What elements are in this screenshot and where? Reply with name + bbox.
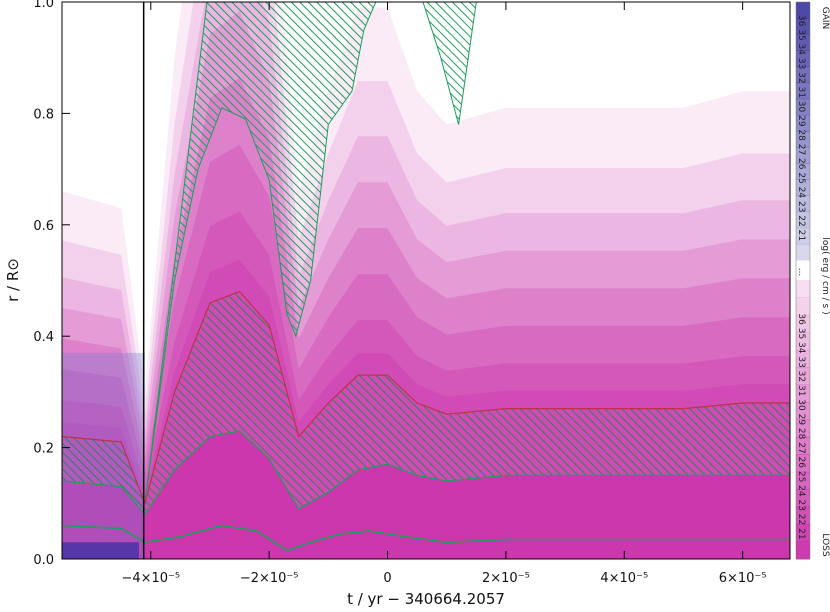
colorbar-loss-cell (796, 524, 810, 543)
colorbar-loss-cell (796, 436, 810, 455)
colorbar-loss-cell (796, 541, 810, 560)
colorbar-gain-cell (796, 18, 810, 35)
colorbar-loss-cell (796, 402, 810, 420)
plot-frame (61, 1, 791, 560)
colorbar-loss-cell (796, 489, 810, 508)
colorbar-gain-ticks: 36 35 34 33 32 31 30 29 28 27 26 25 24 2… (796, 15, 806, 241)
colorbar-gain-cell (796, 2, 810, 19)
y-tick-label: 0.6 (33, 219, 54, 234)
y-axis-label: r / R⊙ (4, 258, 22, 302)
colorbar-gain-cell (796, 66, 810, 84)
colorbar-loss-cell (796, 297, 810, 316)
boundary-line-outer (62, 290, 790, 506)
x-tick-label: 0 (383, 571, 391, 586)
colorbar-gain-cell (796, 211, 810, 229)
convective-zones (62, 2, 790, 515)
colorbar-loss-label: LOSS (820, 533, 830, 556)
x-axis-label: t / yr − 340664.2057 (347, 590, 505, 608)
y-tick-label: 1.0 (33, 0, 54, 11)
x-axis: −4×10⁻⁵ −2×10⁻⁵ 0 2×10⁻⁵ 4×10⁻⁵ 6×10⁻⁵ (121, 2, 767, 586)
colorbar-loss-cell (796, 349, 810, 368)
colorbar-loss-cell (796, 419, 810, 438)
colorbar-loss-cell (796, 314, 810, 333)
colorbar: 36 35 34 33 32 31 30 29 28 27 26 25 24 2… (795, 1, 830, 560)
colorbar-loss-cell (796, 367, 810, 386)
colorbar-gain-cell (796, 195, 810, 213)
convective-zone-outer (144, 2, 477, 504)
burning-shell-line (62, 524, 790, 552)
colorbar-gain-cell (796, 163, 810, 180)
colorbar-gain-cell (796, 131, 810, 148)
flux-core (62, 430, 790, 559)
colorbar-ellipsis: ... (796, 268, 806, 277)
colorbar-loss-cell (796, 280, 810, 298)
y-tick-label: 0.0 (33, 553, 54, 568)
colorbar-loss-ticks: 36 35 34 33 32 31 30 29 28 27 26 25 24 2… (796, 313, 806, 539)
x-tick-label: −4×10⁻⁵ (121, 571, 180, 586)
colorbar-loss-cell (796, 471, 810, 490)
y-axis: 0.0 0.2 0.4 0.6 0.8 1.0 (33, 0, 70, 568)
gain-region-strong (62, 542, 139, 559)
x-tick-label: 2×10⁻⁵ (482, 571, 530, 586)
colorbar-gain-cell (796, 50, 810, 67)
colorbar-gain-cell (796, 34, 810, 51)
y-tick-label: 0.8 (33, 107, 54, 122)
colorbar-gain-cell (796, 147, 810, 164)
colorbar-title: log( erg / cm / s ) (820, 237, 830, 314)
colorbar-gain-cell (796, 114, 810, 132)
x-tick-label: 4×10⁻⁵ (600, 571, 648, 586)
colorbar-loss-cell (796, 332, 810, 351)
boundary-line-inner (62, 430, 790, 516)
colorbar-gain-cell (796, 243, 810, 261)
colorbar-gain-cell (796, 98, 810, 116)
colorbar-loss-cell (796, 384, 810, 403)
boundary-lines (62, 2, 790, 559)
colorbar-gain-label: GAIN (820, 7, 830, 30)
x-tick-label: 6×10⁻⁵ (719, 571, 767, 586)
x-tick-label: −2×10⁻⁵ (240, 571, 299, 586)
convective-zone-main (62, 291, 790, 515)
colorbar-loss-cell (796, 506, 810, 525)
y-tick-label: 0.4 (33, 330, 54, 345)
colorbar-gain-cell (796, 179, 810, 196)
colorbar-frame (795, 1, 811, 560)
colorbar-gain-cell (796, 227, 810, 245)
y-tick-label: 0.2 (33, 442, 54, 457)
colorbar-gain-cell (796, 82, 810, 100)
colorbar-loss-cell (796, 454, 810, 473)
